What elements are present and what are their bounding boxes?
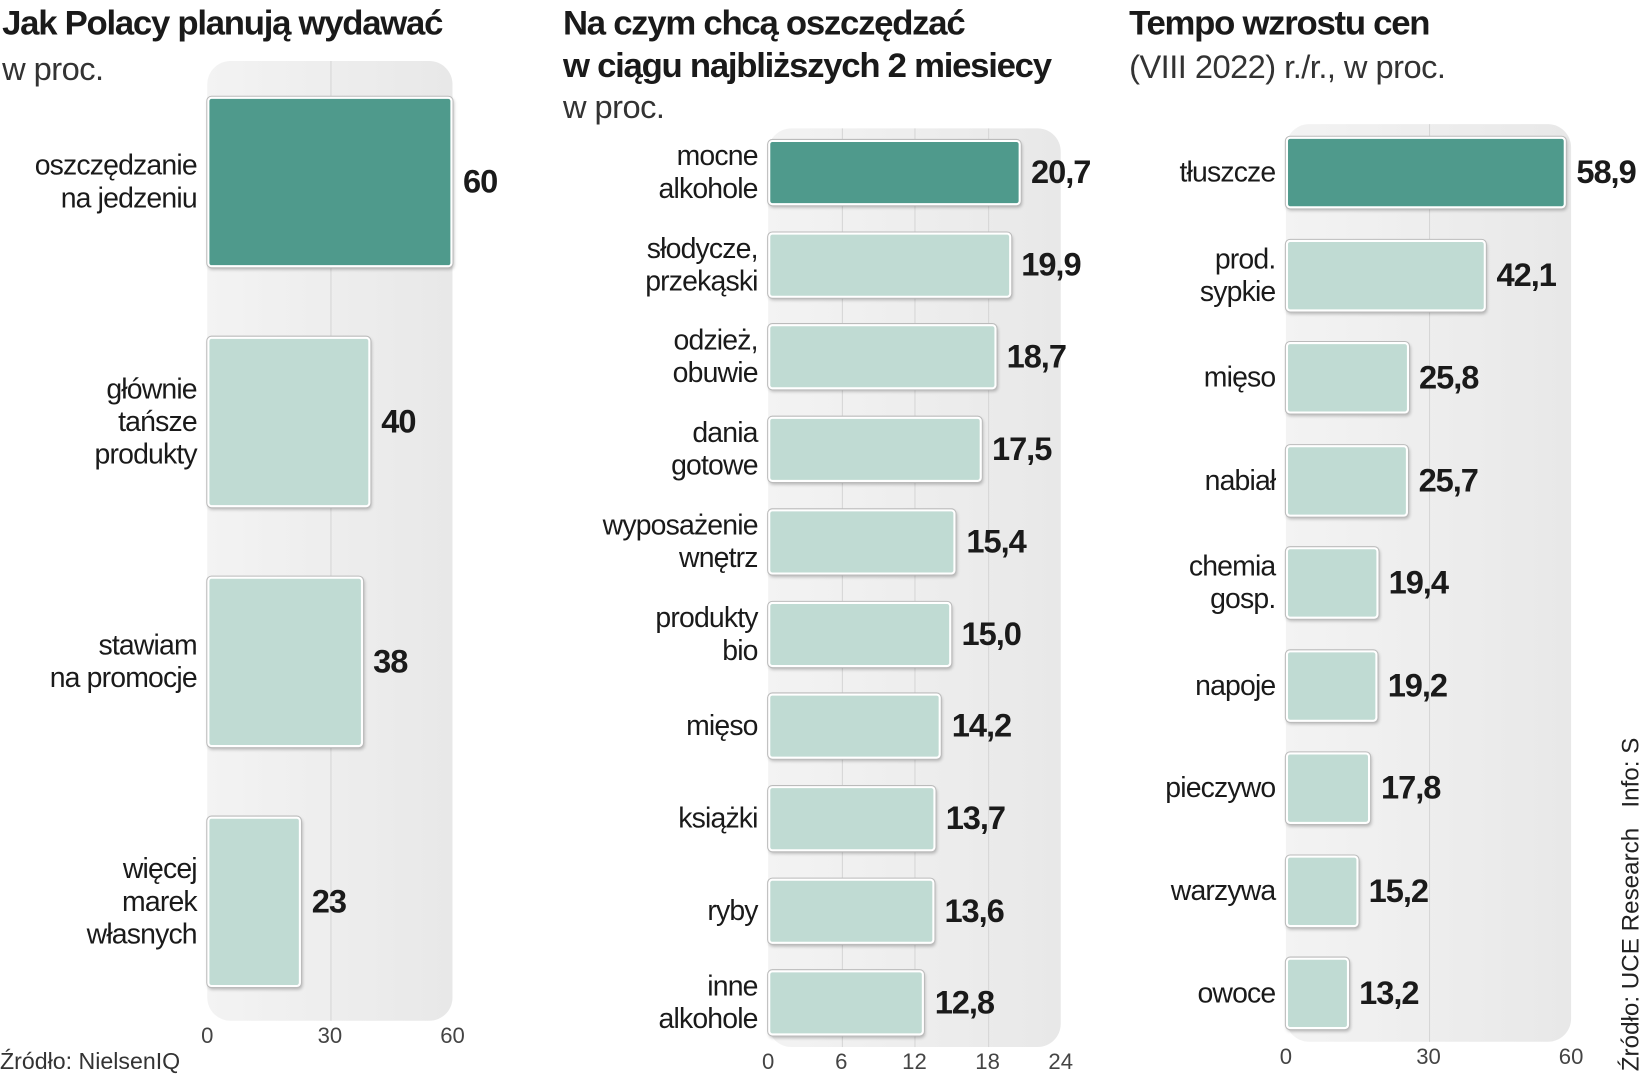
- value-label: 15,0: [961, 615, 1022, 652]
- value-label: 38: [373, 642, 408, 680]
- x-tick-label: 30: [317, 1023, 343, 1049]
- x-tick-label: 18: [975, 1050, 1000, 1075]
- gridline: [914, 128, 916, 1048]
- bar: [1285, 444, 1409, 517]
- value-label: 60: [463, 163, 498, 200]
- category-label: mięso: [686, 709, 758, 742]
- value-label: 13,7: [945, 799, 1006, 837]
- value-label: 23: [311, 882, 347, 920]
- category-label: ryby: [707, 894, 758, 927]
- bar: [1285, 136, 1566, 209]
- value-label: 17,8: [1381, 769, 1441, 807]
- value-label: 19,2: [1387, 666, 1448, 704]
- bar: [768, 232, 1011, 298]
- category-label: nabiał: [1204, 464, 1277, 496]
- chart3-subtitle: (VIII 2022) r./r., w proc.: [1129, 48, 1446, 86]
- bar: [768, 970, 925, 1036]
- category-label: stawiam na promocje: [49, 629, 198, 694]
- chart1-title: Jak Polacy planują wydawać: [2, 3, 443, 43]
- x-tick-label: 24: [1048, 1050, 1074, 1075]
- bar: [768, 601, 952, 667]
- bar: [768, 693, 942, 759]
- value-label: 17,5: [992, 430, 1052, 468]
- value-label: 13,6: [944, 891, 1004, 929]
- value-label: 58,9: [1576, 153, 1636, 191]
- chart3-title: Tempo wzrostu cen: [1129, 3, 1430, 43]
- chart2-title-line2: w ciągu najbliższych 2 miesiecy: [562, 45, 1052, 85]
- bar: [768, 416, 982, 483]
- chart2-subtitle: w proc.: [562, 88, 665, 126]
- bar: [768, 324, 997, 390]
- category-label: produkty bio: [655, 601, 758, 666]
- value-label: 42,1: [1496, 256, 1557, 294]
- chart2-title: Na czym chcą oszczędzać: [562, 3, 966, 43]
- bar: [768, 878, 934, 944]
- x-tick-label: 0: [201, 1023, 214, 1049]
- category-label: książki: [678, 802, 758, 834]
- value-label: 40: [381, 403, 416, 440]
- category-label: prod. sypkie: [1199, 242, 1276, 307]
- category-label: słodycze, przekąski: [645, 232, 758, 297]
- bar: [768, 509, 956, 575]
- value-label: 18,7: [1006, 338, 1067, 376]
- bar: [1285, 547, 1379, 619]
- bar: [1285, 854, 1359, 927]
- bar: [207, 96, 453, 268]
- value-label: 12,8: [934, 984, 995, 1022]
- x-tick-label: 12: [902, 1050, 927, 1075]
- x-tick-label: 0: [762, 1050, 775, 1075]
- category-label: napoje: [1195, 669, 1276, 701]
- value-label: 19,4: [1388, 564, 1449, 601]
- bar: [1285, 239, 1486, 311]
- category-label: odzież, obuwie: [672, 324, 759, 389]
- category-label: chemia gosp.: [1188, 550, 1276, 615]
- bar: [207, 336, 371, 508]
- category-label: inne alkohole: [658, 970, 759, 1035]
- category-label: warzywa: [1170, 874, 1276, 907]
- value-label: 15,4: [966, 522, 1026, 560]
- gridline: [1428, 124, 1430, 1042]
- category-label: owoce: [1197, 977, 1276, 1009]
- value-label: 20,7: [1031, 153, 1091, 191]
- value-label: 25,7: [1418, 461, 1479, 499]
- category-label: mięso: [1203, 361, 1276, 394]
- value-label: 14,2: [951, 707, 1012, 745]
- value-label: 19,9: [1021, 245, 1081, 283]
- category-label: pieczywo: [1165, 771, 1276, 804]
- bar: [768, 785, 936, 852]
- chart1-source: Źródło: NielsenIQ: [0, 1048, 181, 1075]
- category-label: wyposażenie wnętrz: [602, 509, 759, 574]
- x-tick-label: 60: [440, 1023, 465, 1049]
- bar: [207, 576, 363, 748]
- bar: [1285, 957, 1349, 1030]
- x-tick-label: 60: [1558, 1044, 1584, 1070]
- value-label: 25,8: [1419, 358, 1479, 396]
- bar: [768, 139, 1021, 206]
- x-tick-label: 30: [1416, 1044, 1441, 1070]
- category-label: tłuszcze: [1179, 156, 1276, 188]
- category-label: dania gotowe: [671, 416, 758, 481]
- gridline: [329, 61, 331, 1021]
- bar: [1285, 752, 1371, 824]
- bar: [207, 816, 302, 988]
- category-label: więcej marek własnych: [86, 852, 198, 950]
- bar: [1285, 649, 1378, 722]
- category-label: mocne alkohole: [658, 139, 759, 205]
- chart3-source: Źródło: UCE Research Info: S: [1616, 737, 1644, 1072]
- value-label: 15,2: [1368, 871, 1429, 909]
- chart1-subtitle: w proc.: [2, 50, 104, 88]
- x-tick-label: 0: [1279, 1044, 1293, 1070]
- bar: [1285, 341, 1409, 414]
- value-label: 13,2: [1359, 974, 1419, 1012]
- category-label: głównie tańsze produkty: [94, 373, 198, 470]
- x-tick-label: 6: [835, 1050, 848, 1075]
- gridline: [987, 128, 989, 1048]
- gridline: [841, 128, 843, 1048]
- category-label: oszczędzanie na jedzeniu: [34, 149, 198, 214]
